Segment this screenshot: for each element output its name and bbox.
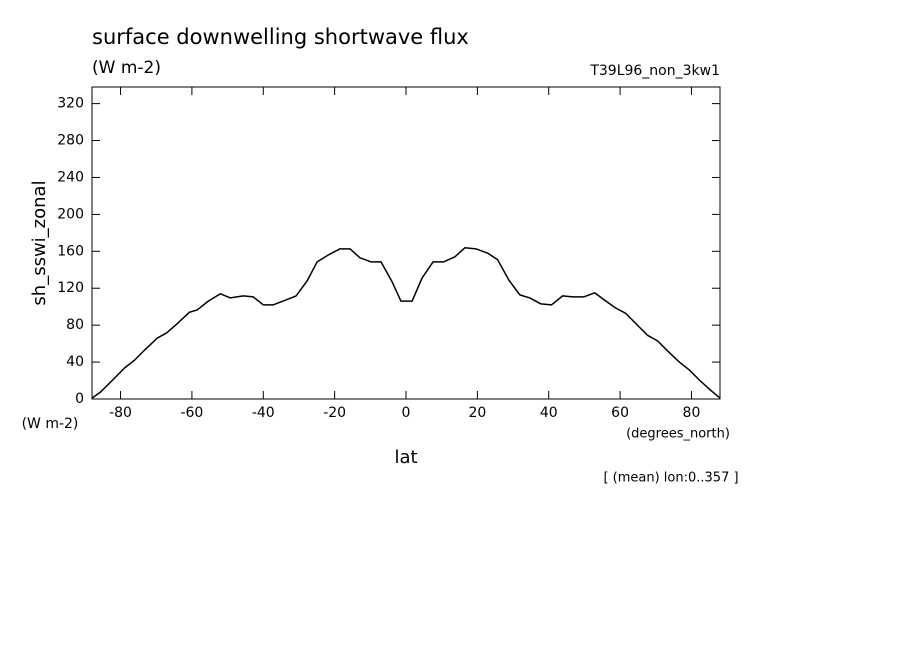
y-axis-label: sh_sswi_zonal <box>29 180 50 305</box>
y-tick-label: 80 <box>66 317 84 333</box>
data-line <box>91 247 721 399</box>
y-tick-label: 320 <box>57 96 84 112</box>
annotation: [ (mean) lon:0..357 ] <box>603 471 738 486</box>
x-tick-label: -80 <box>109 405 132 421</box>
x-tick-label: -40 <box>252 405 275 421</box>
y-tick-label: 160 <box>57 243 84 259</box>
y-tick-label: 280 <box>57 133 84 149</box>
x-tick-label: 20 <box>468 405 486 421</box>
y-tick-label: 200 <box>57 206 84 222</box>
x-tick-label: -60 <box>180 405 203 421</box>
x-tick-label: 80 <box>683 405 701 421</box>
plot-frame <box>91 86 721 400</box>
chart-title: surface downwelling shortwave flux <box>92 25 469 49</box>
y-tick-label: 40 <box>66 354 84 370</box>
y-tick-label: 240 <box>57 169 84 185</box>
x-tick-label: 60 <box>611 405 629 421</box>
y-tick-label: 120 <box>57 280 84 296</box>
x-axis-units: (degrees_north) <box>626 427 730 442</box>
x-tick-label: -20 <box>323 405 346 421</box>
x-tick-label: 0 <box>402 405 411 421</box>
chart-subtitle: (W m-2) <box>92 58 161 78</box>
x-axis-label: lat <box>394 447 417 468</box>
y-tick-label: 0 <box>75 391 84 407</box>
x-tick-label: 40 <box>540 405 558 421</box>
dataset-label: T39L96_non_3kw1 <box>589 63 720 79</box>
y-axis-units: (W m-2) <box>22 416 79 432</box>
